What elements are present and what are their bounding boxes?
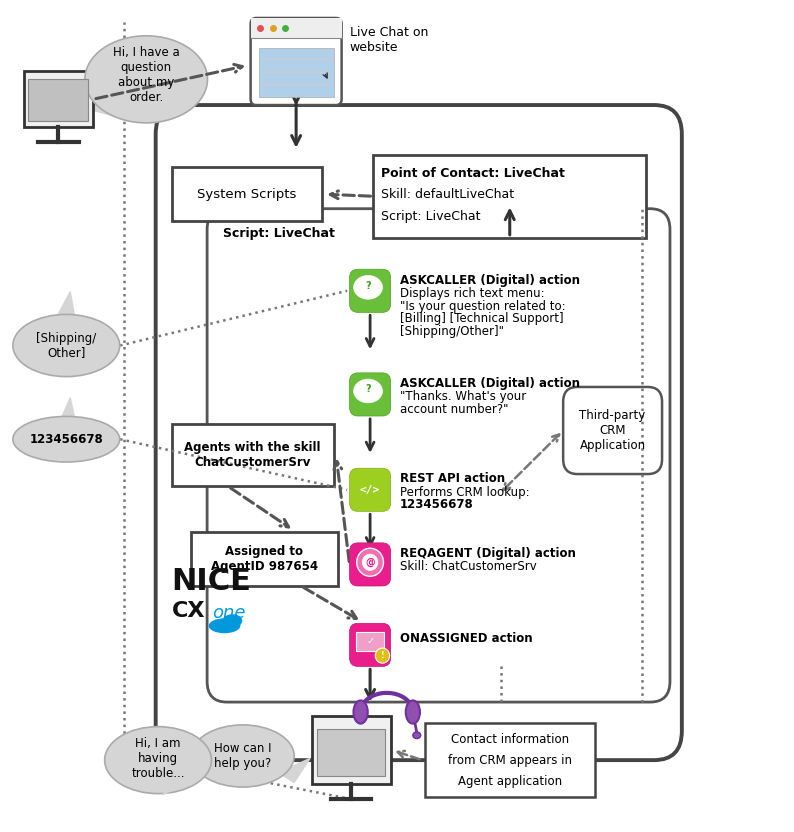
Bar <box>373 155 646 238</box>
FancyBboxPatch shape <box>349 542 391 586</box>
Ellipse shape <box>85 36 207 123</box>
Text: "Is your question related to:: "Is your question related to: <box>400 300 566 313</box>
Text: !: ! <box>380 651 384 660</box>
Text: Skill: defaultLiveChat: Skill: defaultLiveChat <box>381 188 515 201</box>
Text: [Shipping/
Other]: [Shipping/ Other] <box>37 331 96 359</box>
Text: Script: LiveChat: Script: LiveChat <box>381 210 480 223</box>
Ellipse shape <box>357 548 384 577</box>
Text: ?: ? <box>365 280 371 290</box>
Bar <box>24 71 93 127</box>
FancyBboxPatch shape <box>563 387 662 474</box>
Text: ASKCALLER (Digital) action: ASKCALLER (Digital) action <box>400 275 580 287</box>
Ellipse shape <box>353 275 383 300</box>
FancyBboxPatch shape <box>349 373 391 416</box>
Bar <box>425 723 595 797</box>
Polygon shape <box>62 398 74 416</box>
Ellipse shape <box>13 314 120 377</box>
Polygon shape <box>77 94 126 119</box>
Text: ?: ? <box>365 384 371 394</box>
Text: Displays rich text menu:: Displays rich text menu: <box>400 288 545 300</box>
Text: Skill: ChatCustomerSrv: Skill: ChatCustomerSrv <box>400 560 537 573</box>
Text: Third-party
CRM
Application: Third-party CRM Application <box>580 409 646 452</box>
Bar <box>356 632 384 651</box>
Bar <box>259 47 333 97</box>
Ellipse shape <box>406 701 420 724</box>
Ellipse shape <box>222 614 242 627</box>
Text: ASKCALLER (Digital) action: ASKCALLER (Digital) action <box>400 377 580 390</box>
Ellipse shape <box>13 416 120 462</box>
Text: Agents with the skill
ChatCustomerSrv: Agents with the skill ChatCustomerSrv <box>184 442 321 469</box>
Text: Assigned to
AgentID 987654: Assigned to AgentID 987654 <box>211 545 318 573</box>
Text: [Billing] [Technical Support]: [Billing] [Technical Support] <box>400 312 564 325</box>
FancyBboxPatch shape <box>349 468 391 512</box>
Bar <box>191 532 337 586</box>
Text: one: one <box>213 603 246 622</box>
Text: "Thanks. What's your: "Thanks. What's your <box>400 390 526 404</box>
Text: 123456678: 123456678 <box>400 498 474 511</box>
Text: Point of Contact: LiveChat: Point of Contact: LiveChat <box>381 166 565 180</box>
Text: Hi, I have a
question
about my
order.: Hi, I have a question about my order. <box>113 47 179 104</box>
FancyBboxPatch shape <box>207 209 670 702</box>
Ellipse shape <box>191 725 294 787</box>
Text: account number?": account number?" <box>400 403 509 416</box>
FancyBboxPatch shape <box>251 18 341 105</box>
Bar <box>317 729 385 776</box>
Bar <box>29 79 88 121</box>
Bar <box>172 167 322 221</box>
Ellipse shape <box>209 618 241 633</box>
Text: System Scripts: System Scripts <box>197 188 296 201</box>
FancyBboxPatch shape <box>349 270 391 312</box>
FancyBboxPatch shape <box>349 623 391 666</box>
Text: [Shipping/Other]": [Shipping/Other]" <box>400 324 504 338</box>
Ellipse shape <box>413 732 421 739</box>
Text: 123456678: 123456678 <box>29 433 103 446</box>
Polygon shape <box>162 765 202 795</box>
FancyBboxPatch shape <box>156 105 682 760</box>
Text: Contact information: Contact information <box>451 733 569 745</box>
Ellipse shape <box>353 379 383 403</box>
Text: CX: CX <box>172 601 205 621</box>
Text: How can I
help you?: How can I help you? <box>214 742 272 770</box>
Text: </>: </> <box>360 485 380 495</box>
Text: REST API action: REST API action <box>400 473 505 485</box>
Ellipse shape <box>376 648 390 663</box>
Text: @: @ <box>365 557 375 567</box>
Text: ONASSIGNED action: ONASSIGNED action <box>400 631 533 645</box>
Bar <box>172 424 333 487</box>
Ellipse shape <box>353 701 368 724</box>
Text: Live Chat on
website: Live Chat on website <box>349 27 428 54</box>
Text: Agent application: Agent application <box>457 775 562 788</box>
Bar <box>311 716 391 785</box>
Polygon shape <box>58 292 74 314</box>
Text: from CRM appears in: from CRM appears in <box>448 754 572 766</box>
Text: NICE: NICE <box>172 567 252 597</box>
Text: Performs CRM lookup:: Performs CRM lookup: <box>400 486 530 498</box>
Bar <box>251 18 341 38</box>
Ellipse shape <box>362 554 378 571</box>
Text: Hi, I am
having
trouble...: Hi, I am having trouble... <box>131 737 185 780</box>
Polygon shape <box>279 759 310 783</box>
Ellipse shape <box>105 726 211 794</box>
Text: Script: LiveChat: Script: LiveChat <box>223 227 335 240</box>
Text: REQAGENT (Digital) action: REQAGENT (Digital) action <box>400 547 576 560</box>
Text: ✓: ✓ <box>366 636 374 646</box>
